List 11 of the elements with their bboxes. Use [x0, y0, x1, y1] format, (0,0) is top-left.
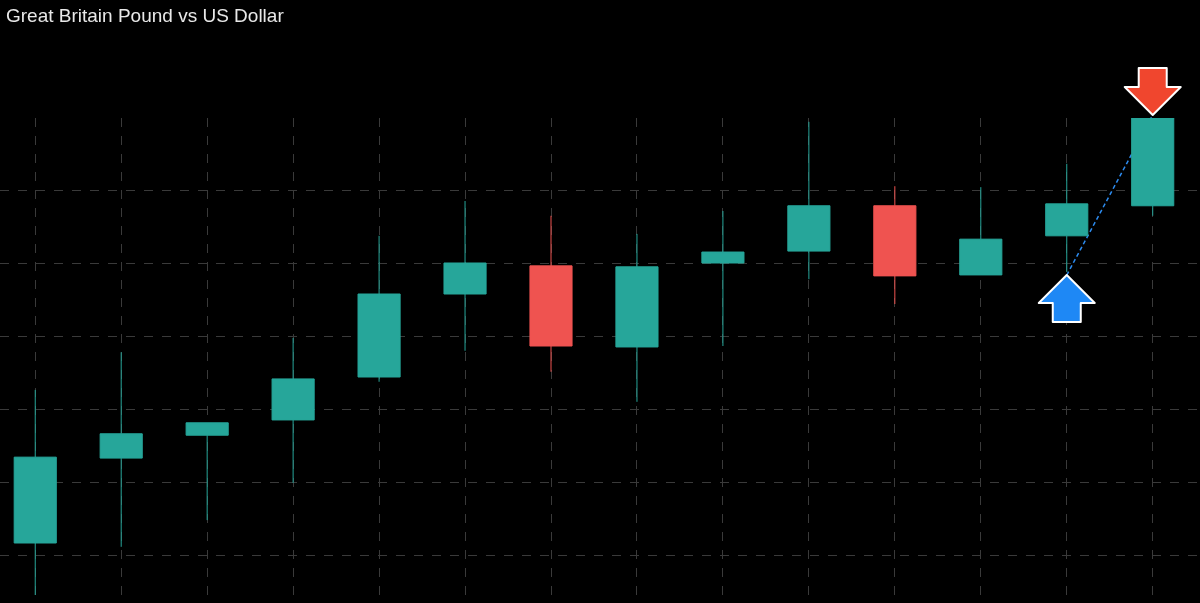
candlestick	[873, 185, 917, 305]
candlestick	[271, 337, 315, 484]
candlestick	[357, 235, 401, 383]
candlestick	[1045, 163, 1089, 273]
candlestick	[185, 422, 229, 521]
chart-title: Great Britain Pound vs US Dollar	[6, 5, 285, 27]
candlestick	[529, 215, 573, 373]
candlestick	[443, 200, 487, 352]
candlestick	[1131, 118, 1175, 217]
candlestick	[959, 186, 1003, 276]
candlestick	[701, 210, 745, 347]
